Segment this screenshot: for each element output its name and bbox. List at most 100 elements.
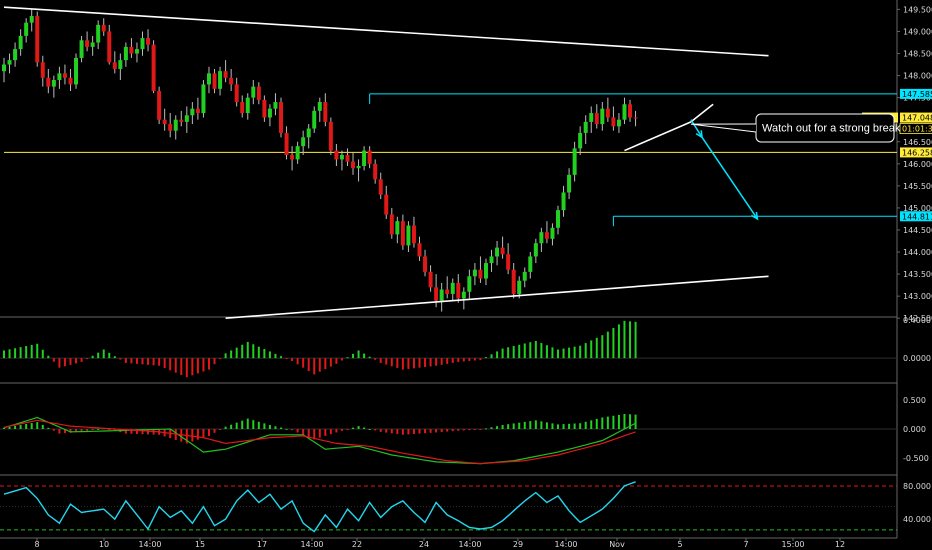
macd-signal-line[interactable] (3, 416, 636, 465)
candle[interactable] (328, 117, 333, 155)
candle[interactable] (611, 106, 616, 131)
candle[interactable] (179, 110, 184, 127)
candle[interactable] (445, 276, 450, 299)
candle[interactable] (594, 104, 599, 129)
candle[interactable] (600, 102, 605, 131)
candle[interactable] (567, 168, 572, 200)
candle[interactable] (450, 278, 455, 301)
candle[interactable] (572, 141, 577, 182)
candle[interactable] (267, 104, 272, 127)
candle[interactable] (74, 53, 79, 89)
candle[interactable] (57, 66, 62, 89)
candle[interactable] (118, 53, 123, 80)
candle[interactable] (229, 68, 234, 92)
candle[interactable] (62, 64, 67, 85)
candle[interactable] (528, 252, 533, 279)
candle[interactable] (633, 110, 638, 127)
candle[interactable] (334, 143, 339, 167)
candle[interactable] (245, 93, 250, 120)
candle[interactable] (157, 86, 162, 125)
candle[interactable] (312, 106, 317, 133)
candle[interactable] (472, 263, 477, 286)
candle[interactable] (85, 31, 90, 52)
candle[interactable] (29, 9, 34, 32)
candle[interactable] (195, 97, 200, 120)
candle[interactable] (201, 79, 206, 118)
candle[interactable] (46, 68, 51, 94)
candle[interactable] (533, 238, 538, 264)
candle[interactable] (68, 68, 73, 92)
candle[interactable] (522, 267, 527, 288)
projection-arrow-line[interactable] (701, 136, 759, 220)
candle[interactable] (373, 159, 378, 184)
candle[interactable] (273, 93, 278, 116)
time-axis[interactable]: 8 10 14:00 15 17 14:00 22 24 14:00 29 14:00 Nov 5 7 15… (34, 538, 845, 549)
candle[interactable] (51, 75, 56, 98)
candle[interactable] (589, 106, 594, 133)
candle[interactable] (550, 223, 555, 246)
candle[interactable] (168, 113, 173, 138)
candle[interactable] (96, 20, 101, 50)
candle[interactable] (234, 77, 239, 107)
trendline[interactable] (690, 103, 714, 123)
candle[interactable] (389, 207, 394, 239)
candle[interactable] (129, 38, 134, 58)
candle[interactable] (251, 79, 256, 105)
candle[interactable] (517, 276, 522, 299)
candle[interactable] (461, 287, 466, 310)
candle[interactable] (279, 97, 283, 138)
candle[interactable] (134, 42, 139, 63)
candle[interactable] (301, 130, 306, 155)
candle[interactable] (317, 97, 322, 122)
candle[interactable] (356, 159, 361, 182)
candle[interactable] (146, 29, 151, 52)
candle[interactable] (467, 269, 472, 299)
candle[interactable] (511, 263, 516, 299)
macd-panel[interactable] (3, 414, 637, 465)
candle[interactable] (345, 148, 350, 167)
candle[interactable] (339, 150, 344, 171)
candle[interactable] (256, 82, 261, 105)
candle[interactable] (378, 172, 383, 200)
macd-signal-line[interactable] (3, 419, 636, 465)
rsi-panel[interactable] (3, 481, 636, 533)
candle[interactable] (2, 57, 6, 83)
rsi-line[interactable] (3, 481, 636, 533)
candle[interactable] (417, 236, 422, 261)
candle[interactable] (107, 24, 112, 65)
price-panel[interactable] (2, 6, 897, 320)
candle[interactable] (578, 126, 583, 155)
candle[interactable] (284, 126, 289, 160)
candle[interactable] (478, 256, 483, 283)
candle[interactable] (456, 274, 461, 303)
candle[interactable] (544, 221, 549, 244)
candle[interactable] (500, 236, 505, 259)
candle[interactable] (506, 243, 511, 275)
candle[interactable] (628, 99, 633, 122)
candle[interactable] (13, 42, 18, 67)
candle[interactable] (140, 31, 145, 56)
candle[interactable] (406, 221, 411, 253)
candle[interactable] (323, 93, 328, 127)
candle[interactable] (162, 108, 167, 131)
candle[interactable] (583, 115, 588, 144)
candle[interactable] (112, 51, 117, 74)
candle[interactable] (290, 146, 295, 171)
candle[interactable] (495, 241, 500, 266)
candle[interactable] (24, 18, 29, 43)
candle[interactable] (123, 42, 128, 67)
candle[interactable] (262, 95, 267, 122)
candle[interactable] (306, 124, 311, 149)
momentum-panel[interactable] (3, 320, 637, 378)
candle[interactable] (367, 146, 372, 169)
candle[interactable] (616, 113, 621, 133)
candle[interactable] (428, 265, 433, 292)
candle[interactable] (151, 40, 156, 94)
candle[interactable] (539, 227, 544, 253)
candle[interactable] (184, 106, 189, 133)
candle[interactable] (605, 97, 610, 122)
candle[interactable] (556, 205, 560, 235)
candle[interactable] (240, 95, 245, 118)
candle[interactable] (7, 53, 12, 74)
